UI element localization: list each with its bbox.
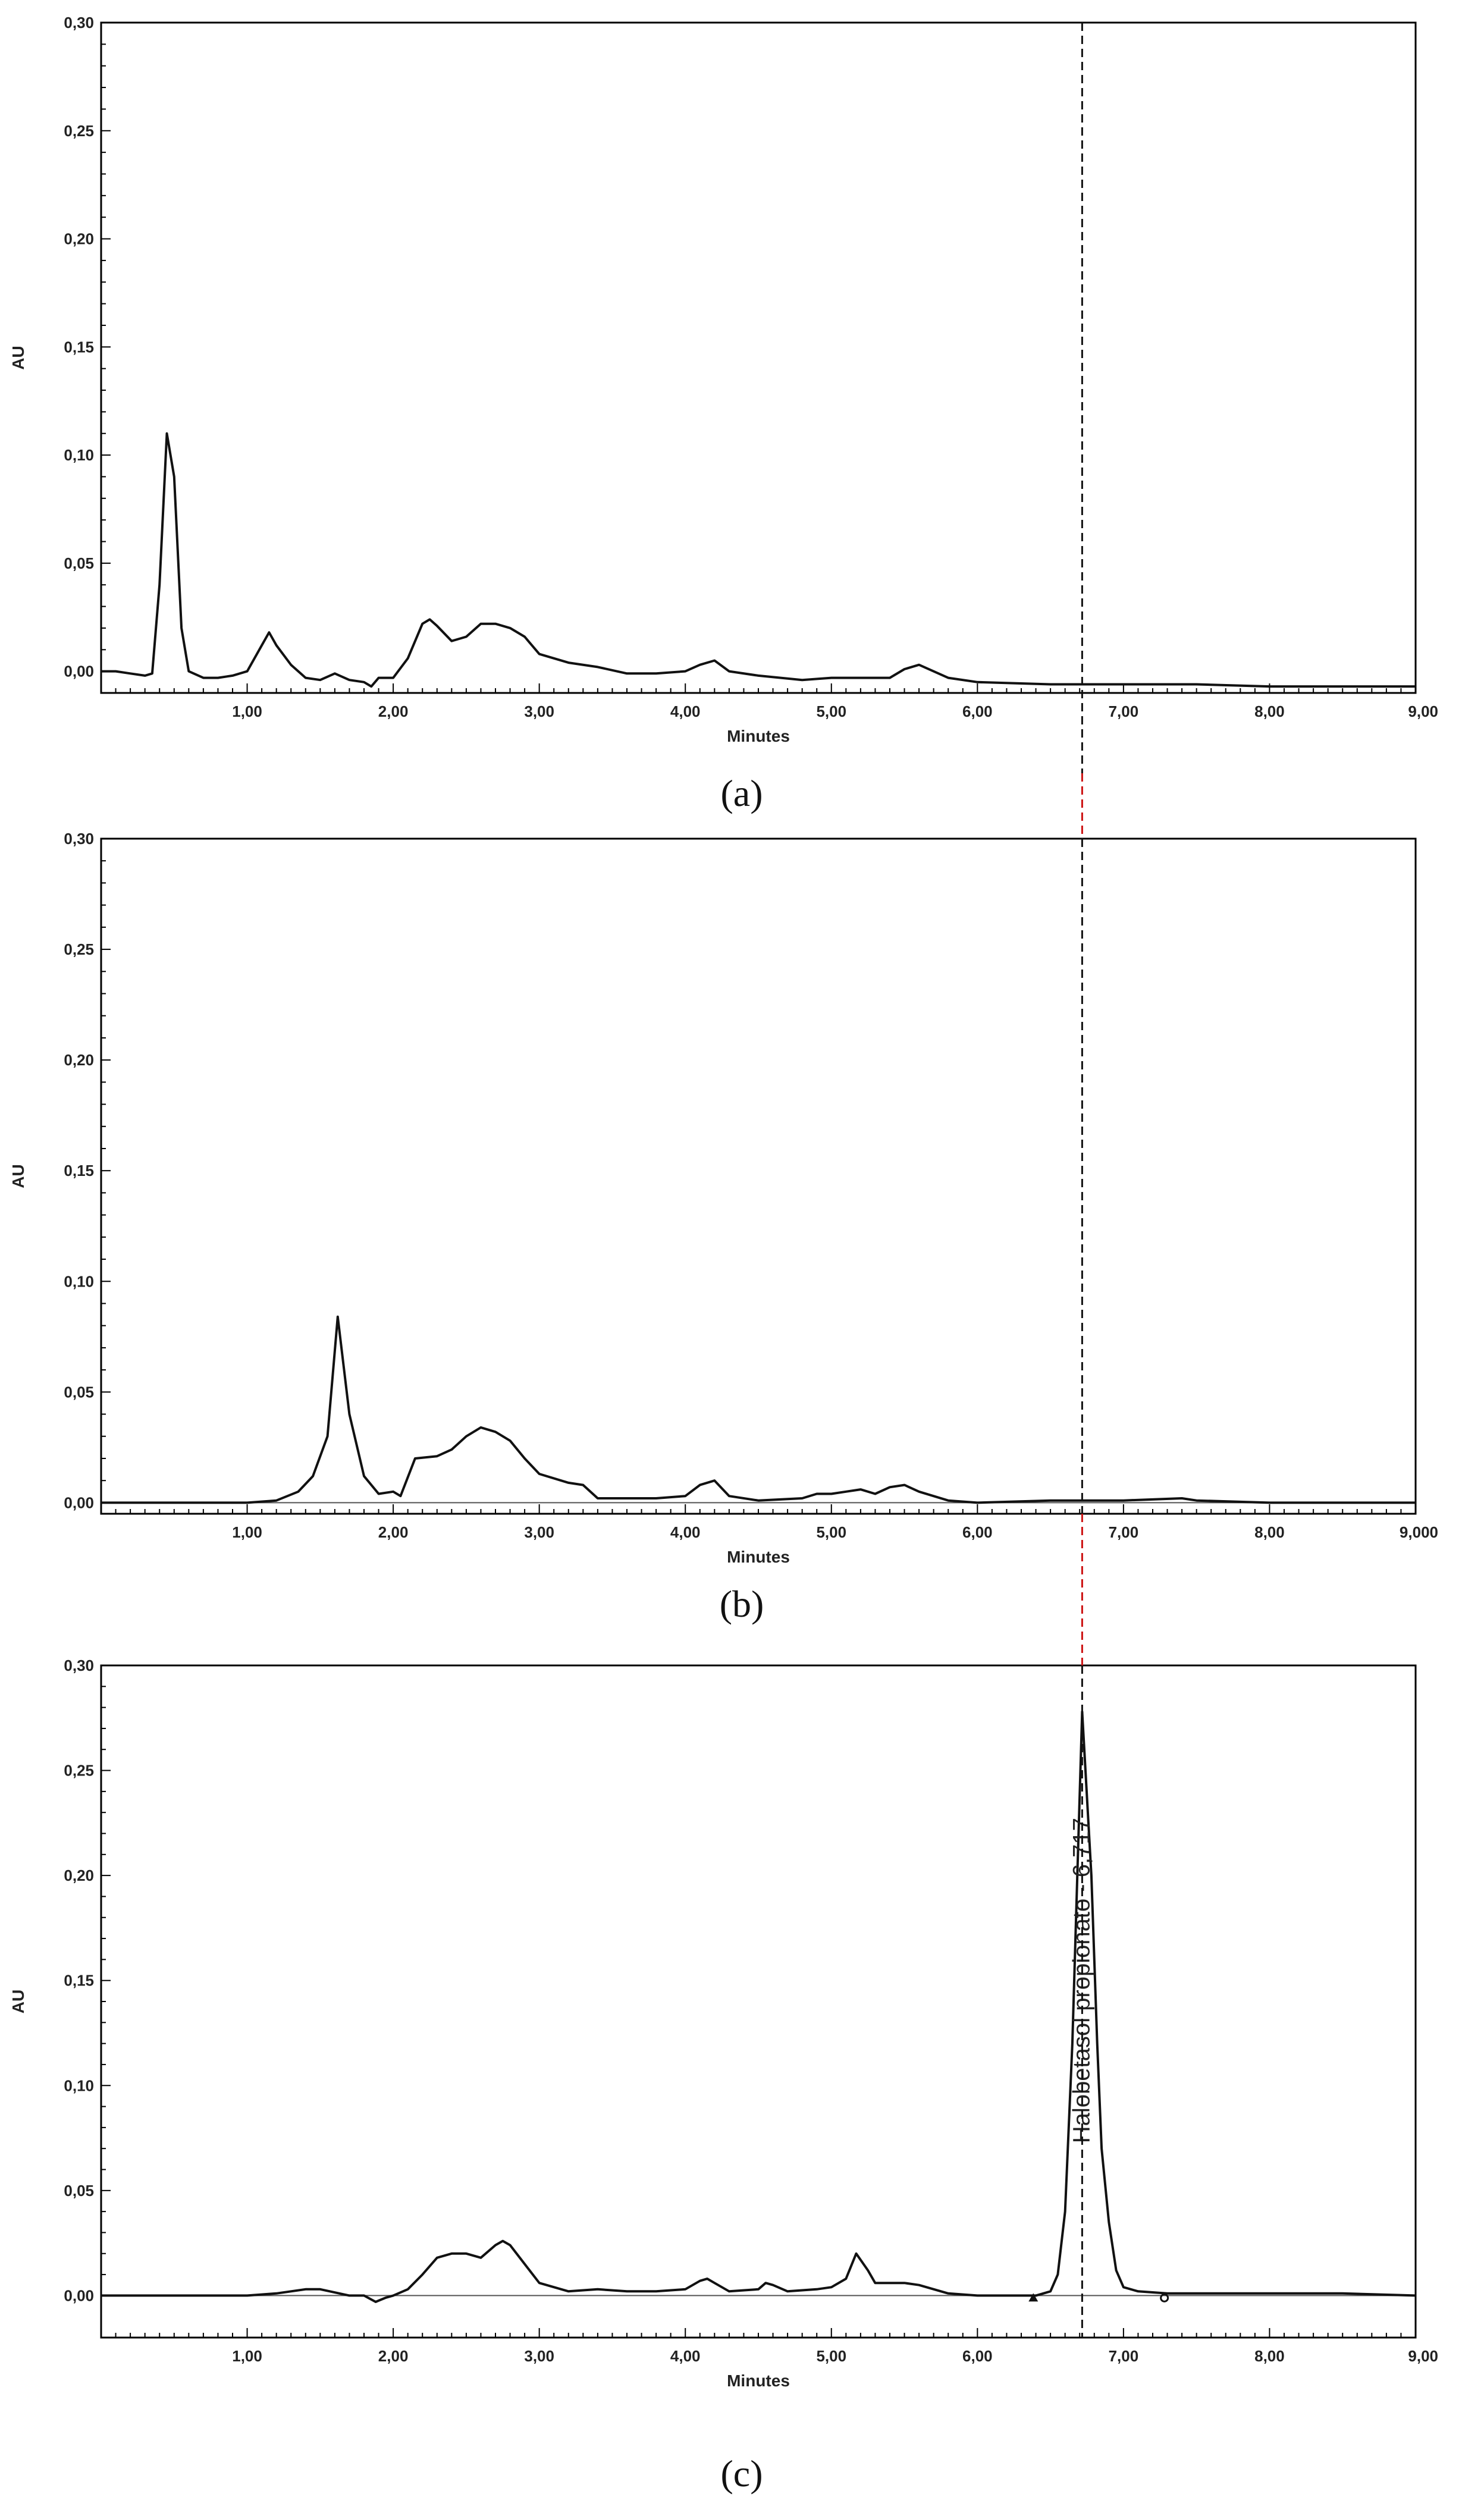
panel-a-y-axis-title: AU — [9, 346, 27, 369]
panel-a-x-tick-label: 5,00 — [816, 702, 846, 720]
panel-a-y-tick-label: 0,15 — [64, 338, 94, 356]
panel-c-chromatogram-trace — [101, 1710, 1416, 2303]
panel-b-y-axis-title: AU — [9, 1164, 27, 1188]
panel-a-x-tick-label: 9,00 — [1408, 702, 1438, 720]
panel-b-y-tick-label: 0,25 — [64, 940, 94, 958]
chromatogram-panels: 0,00 0,05 0,10 0,15 0,20 0,25 0,30 1,00 2,00 3,00… — [9, 14, 1438, 2390]
panel-b-x-tick-label: 5,00 — [816, 1523, 846, 1541]
panel-b-x-axis-title: Minutes — [727, 1548, 790, 1566]
panel-c: 0,00 0,05 0,10 0,15 0,20 0,25 0,30 1,00 2,00 3,00… — [9, 1657, 1438, 2390]
panel-a-x-tick-label: 3,00 — [524, 702, 554, 720]
caption-c: (c) — [720, 2452, 763, 2495]
panel-a-y-tick-label: 0,00 — [64, 663, 94, 680]
panel-a-x-tick-label: 8,00 — [1254, 702, 1285, 720]
panel-b-y-tick-label: 0,10 — [64, 1272, 94, 1290]
panel-b-x-tick-label: 6,00 — [962, 1523, 993, 1541]
panel-b-x-tick-label: 4,00 — [670, 1523, 701, 1541]
panel-c-x-tick-label: 7,00 — [1109, 2347, 1139, 2365]
panel-a-chromatogram-trace — [101, 432, 1416, 688]
panel-b-x-tick-label: 8,00 — [1254, 1523, 1285, 1541]
panel-a-x-tick-label: 4,00 — [670, 702, 701, 720]
panel-a-x-tick-label: 7,00 — [1109, 702, 1139, 720]
panel-c-x-tick-label: 3,00 — [524, 2347, 554, 2365]
panel-a-x-tick-label: 2,00 — [378, 702, 409, 720]
panel-a-y-tick-label: 0,25 — [64, 122, 94, 140]
panel-b-y-tick-label: 0,00 — [64, 1494, 94, 1511]
panel-c-x-tick-label: 4,00 — [670, 2347, 701, 2365]
panel-a-plot-frame — [100, 21, 1417, 694]
panel-c-x-tick-label: 2,00 — [378, 2347, 409, 2365]
panel-c-y-axis-title: AU — [9, 1990, 27, 2013]
panel-c-y-tick-label: 0,25 — [64, 1762, 94, 1780]
panel-c-peak-start-marker — [1028, 2293, 1039, 2302]
panel-c-x-tick-label: 5,00 — [816, 2347, 846, 2365]
panel-c-x-tick-label: 9,00 — [1408, 2347, 1438, 2365]
panel-a-y-tick-label: 0,10 — [64, 446, 94, 464]
panel-c-peak-end-marker — [1160, 2293, 1169, 2302]
panel-c-x-tick-label: 8,00 — [1254, 2347, 1285, 2365]
panel-a-y-tick-label: 0,05 — [64, 554, 94, 572]
panel-b-x-tick-label: 1,00 — [232, 1523, 262, 1541]
panel-b-y-tick-label: 0,05 — [64, 1383, 94, 1401]
panel-b: 0,00 0,05 0,10 0,15 0,20 0,25 0,30 1,00 2,00 3,00… — [9, 830, 1438, 1566]
panel-b-x-tick-label: 2,00 — [378, 1523, 409, 1541]
caption-a: (a) — [720, 772, 763, 814]
panel-b-y-tick-label: 0,20 — [64, 1051, 94, 1069]
panel-b-x-tick-label: 9,000 — [1400, 1523, 1438, 1541]
panel-b-y-tick-label: 0,15 — [64, 1162, 94, 1179]
panel-b-x-tick-label: 3,00 — [524, 1523, 554, 1541]
caption-b: (b) — [720, 1583, 764, 1625]
panel-a-x-tick-label: 6,00 — [962, 702, 993, 720]
panel-a: 0,00 0,05 0,10 0,15 0,20 0,25 0,30 1,00 2,00 3,00… — [9, 14, 1438, 745]
panel-b-plot-frame — [100, 837, 1417, 1515]
panel-b-chromatogram-trace — [101, 1315, 1416, 1504]
panel-b-x-tick-label: 7,00 — [1109, 1523, 1139, 1541]
panel-a-y-tick-label: 0,30 — [64, 14, 94, 32]
panel-a-x-tick-label: 1,00 — [232, 702, 262, 720]
panel-c-x-tick-label: 6,00 — [962, 2347, 993, 2365]
panel-a-x-axis-title: Minutes — [727, 727, 790, 745]
panel-c-y-tick-label: 0,20 — [64, 1866, 94, 1884]
panel-a-y-tick-label: 0,20 — [64, 230, 94, 248]
panel-c-y-tick-label: 0,15 — [64, 1972, 94, 1990]
panel-b-y-tick-label: 0,30 — [64, 830, 94, 848]
panel-c-y-tick-label: 0,10 — [64, 2076, 94, 2094]
panel-c-y-tick-label: 0,05 — [64, 2182, 94, 2200]
panel-c-y-tick-label: 0,00 — [64, 2286, 94, 2304]
panel-c-x-tick-label: 1,00 — [232, 2347, 262, 2365]
panel-c-y-tick-label: 0,30 — [64, 1657, 94, 1674]
panel-c-x-axis-title: Minutes — [727, 2371, 790, 2390]
panel-c-plot-frame — [100, 1664, 1417, 2339]
